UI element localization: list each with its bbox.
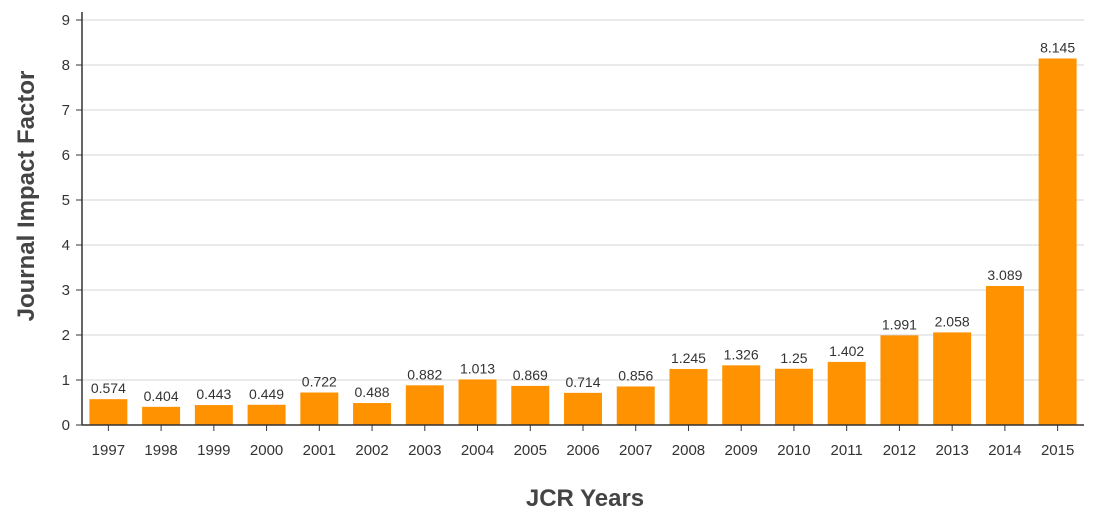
y-axis-title: Journal Impact Factor [13,71,40,322]
data-label-2011: 1.402 [829,343,864,359]
x-axis-title: JCR Years [526,485,644,512]
data-label-2015: 8.145 [1040,39,1075,55]
bar-2014 [985,285,1024,425]
labels: 0 1 2 3 4 5 6 7 8 9 0.574 1997 0.404 1998 0.443 1999 0.4… [62,12,1076,459]
data-label-2008: 1.245 [671,350,706,366]
y-tick-label: 8 [62,57,70,74]
x-tick-label: 2009 [725,442,758,459]
bar-2003 [405,385,444,425]
x-tick-label: 1997 [92,442,125,459]
x-tick-label: 2012 [883,442,916,459]
x-tick-label: 2007 [619,442,652,459]
data-label-2004: 1.013 [460,360,495,376]
data-label-2002: 0.488 [355,384,390,400]
y-tick-label: 7 [62,102,70,119]
data-label-1998: 0.404 [144,388,179,404]
bar-2001 [300,392,339,425]
bar-1999 [194,405,233,425]
bar-2006 [564,392,602,425]
axes [76,12,1084,431]
x-tick-label: 2004 [461,442,494,459]
y-tick-label: 2 [62,327,70,344]
y-tick-label: 4 [62,237,70,254]
x-tick-label: 1999 [197,442,230,459]
y-tick-label: 1 [62,372,70,389]
data-label-2014: 3.089 [987,267,1022,283]
bar-2010 [774,368,813,425]
bar-2015 [1038,58,1077,425]
y-tick-label: 0 [62,417,70,434]
bar-2009 [722,365,761,425]
x-tick-label: 2002 [355,442,388,459]
x-tick-label: 2008 [672,442,705,459]
x-tick-label: 2001 [303,442,336,459]
x-tick-label: 2005 [514,442,547,459]
data-label-1997: 0.574 [91,380,126,396]
bar-2000 [247,404,286,425]
data-label-2012: 1.991 [882,316,917,332]
bars [89,58,1077,425]
bar-2004 [458,379,497,425]
data-label-1999: 0.443 [196,386,231,402]
bar-2012 [880,335,919,425]
data-label-2013: 2.058 [935,313,970,329]
bar-2005 [511,385,550,425]
data-label-2009: 1.326 [724,346,759,362]
data-label-2010: 1.25 [780,350,807,366]
x-tick-label: 1998 [144,442,177,459]
bar-1997 [89,399,128,425]
x-tick-label: 2015 [1041,442,1074,459]
bar-2013 [933,332,972,425]
bar-2002 [353,403,392,425]
data-label-2005: 0.869 [513,367,548,383]
y-tick-label: 6 [62,147,70,164]
data-label-2000: 0.449 [249,386,284,402]
bar-1998 [142,406,181,425]
y-tick-label: 3 [62,282,70,299]
data-label-2003: 0.882 [407,366,442,382]
bar-2007 [616,386,655,425]
bar-2008 [669,368,708,425]
x-tick-label: 2013 [935,442,968,459]
x-tick-label: 2011 [831,442,863,459]
y-tick-label: 9 [62,12,70,29]
x-tick-label: 2010 [777,442,810,459]
x-tick-label: 2003 [408,442,441,459]
grid-lines [82,19,1084,381]
x-tick-label: 2014 [988,442,1021,459]
data-label-2001: 0.722 [302,374,337,390]
y-tick-label: 5 [62,192,70,209]
bar-2011 [827,361,866,425]
data-label-2006: 0.714 [565,374,600,390]
data-label-2007: 0.856 [618,367,653,383]
x-tick-label: 2000 [250,442,283,459]
x-tick-label: 2006 [566,442,599,459]
